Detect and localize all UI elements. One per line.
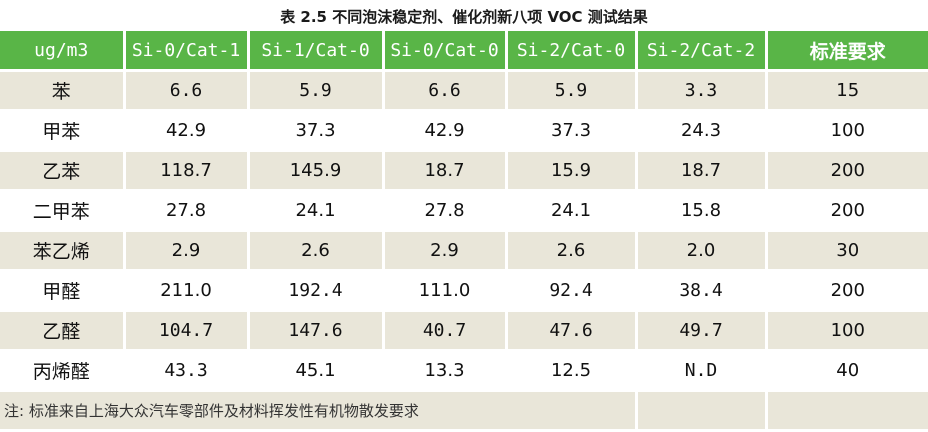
table-cell: 43.3 [124,350,250,392]
table-cell: 40.7 [383,310,508,352]
table-cell: 145.9 [248,150,385,192]
column-header-si2-cat2: Si-2/Cat-2 [636,31,768,72]
table-cell: 211.0 [124,270,250,312]
column-header-standard: 标准要求 [766,31,928,72]
table-cell: 104.7 [124,310,250,352]
table-cell: 24.3 [636,110,768,152]
table-footnote: 注: 标准来自上海大众汽车零部件及材料挥发性有机物散发要求 [0,390,638,432]
row-label: 丙烯醛 [0,350,126,392]
table-cell-standard: 100 [766,310,928,352]
table-cell: 92.4 [506,270,638,312]
table-cell: 38.4 [636,270,768,312]
column-header-si1-cat0: Si-1/Cat-0 [248,31,385,72]
table-cell-standard: 200 [766,190,928,232]
row-label: 二甲苯 [0,190,126,232]
table-cell: 118.7 [124,150,250,192]
row-label: 苯乙烯 [0,230,126,272]
table-row: 丙烯醛 43.3 45.1 13.3 12.5 N.D 40 [0,350,928,392]
table-cell-standard: 200 [766,270,928,312]
table-cell: 27.8 [383,190,508,232]
table-cell: 5.9 [248,70,385,112]
table-cell: 15.8 [636,190,768,232]
column-header-si0-cat1: Si-0/Cat-1 [124,31,250,72]
table-cell: 18.7 [383,150,508,192]
table-cell: 37.3 [248,110,385,152]
table-header-row: ug/m3 Si-0/Cat-1 Si-1/Cat-0 Si-0/Cat-0 S… [0,31,928,72]
table-cell: 3.3 [636,70,768,112]
table-cell: 13.3 [383,350,508,392]
table-row: 甲醛 211.0 192.4 111.0 92.4 38.4 200 [0,270,928,312]
table-cell: 24.1 [506,190,638,232]
table-cell: 111.0 [383,270,508,312]
table-cell: 27.8 [124,190,250,232]
row-label: 乙苯 [0,150,126,192]
table-cell: 2.9 [124,230,250,272]
table-cell: 15.9 [506,150,638,192]
table-cell: 2.6 [506,230,638,272]
table-row: 苯乙烯 2.9 2.6 2.9 2.6 2.0 30 [0,230,928,272]
table-cell: 24.1 [248,190,385,232]
table-cell: 2.9 [383,230,508,272]
table-row: 苯 6.6 5.9 6.6 5.9 3.3 15 [0,70,928,112]
table-cell: 6.6 [383,70,508,112]
table-footnote-spacer [766,390,928,432]
table-footnote-spacer [636,390,768,432]
table-cell: N.D [636,350,768,392]
table-row: 甲苯 42.9 37.3 42.9 37.3 24.3 100 [0,110,928,152]
row-label: 苯 [0,70,126,112]
table-row: 乙苯 118.7 145.9 18.7 15.9 18.7 200 [0,150,928,192]
column-header-si0-cat0: Si-0/Cat-0 [383,31,508,72]
table-cell: 47.6 [506,310,638,352]
column-header-unit: ug/m3 [0,31,126,72]
table-row: 二甲苯 27.8 24.1 27.8 24.1 15.8 200 [0,190,928,232]
table-cell: 18.7 [636,150,768,192]
table-cell: 12.5 [506,350,638,392]
table-cell: 42.9 [383,110,508,152]
table-cell: 37.3 [506,110,638,152]
table-cell: 49.7 [636,310,768,352]
table-note-row: 注: 标准来自上海大众汽车零部件及材料挥发性有机物散发要求 [0,390,928,432]
table-cell: 192.4 [248,270,385,312]
table-cell: 2.6 [248,230,385,272]
table-cell: 42.9 [124,110,250,152]
table-cell-standard: 200 [766,150,928,192]
table-cell: 5.9 [506,70,638,112]
table-cell-standard: 30 [766,230,928,272]
table-cell: 6.6 [124,70,250,112]
row-label: 甲醛 [0,270,126,312]
table-cell: 147.6 [248,310,385,352]
table-title: 表 2.5 不同泡沫稳定剂、催化剂新八项 VOC 测试结果 [280,8,648,26]
table-cell-standard: 100 [766,110,928,152]
row-label: 甲苯 [0,110,126,152]
voc-results-table: ug/m3 Si-0/Cat-1 Si-1/Cat-0 Si-0/Cat-0 S… [0,31,928,432]
table-row: 乙醛 104.7 147.6 40.7 47.6 49.7 100 [0,310,928,352]
row-label: 乙醛 [0,310,126,352]
table-cell-standard: 40 [766,350,928,392]
table-cell: 45.1 [248,350,385,392]
column-header-si2-cat0: Si-2/Cat-0 [506,31,638,72]
table-cell-standard: 15 [766,70,928,112]
table-cell: 2.0 [636,230,768,272]
